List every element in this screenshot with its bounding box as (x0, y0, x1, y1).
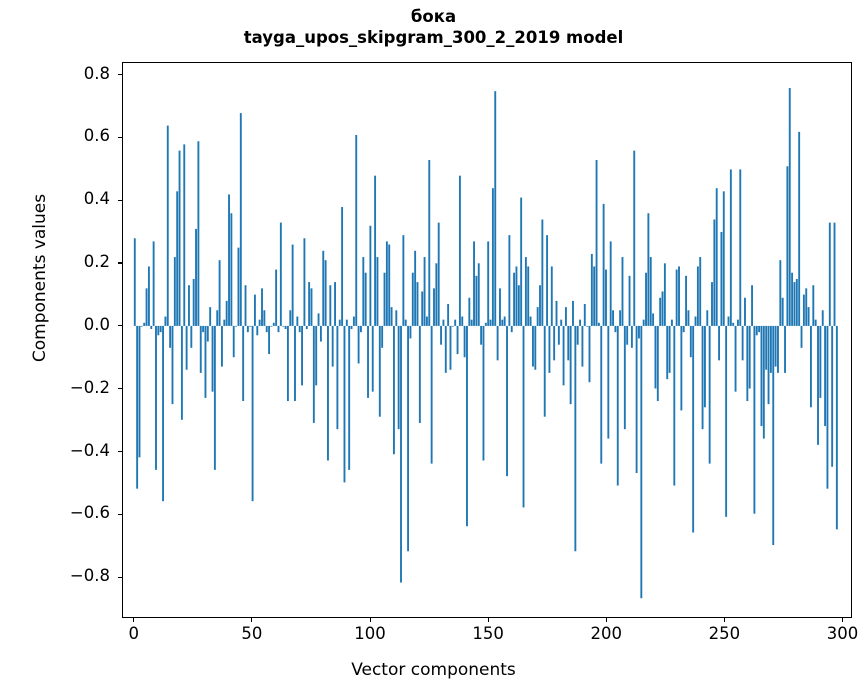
y-tick-mark (118, 388, 122, 390)
y-tick-mark (118, 199, 122, 201)
y-tick-label: 0.0 (83, 314, 110, 334)
y-tick-mark (118, 136, 122, 138)
bars-series (133, 88, 838, 599)
x-tick-mark (369, 618, 371, 622)
x-tick-mark (605, 618, 607, 622)
y-tick-mark (118, 450, 122, 453)
y-tick-mark (118, 325, 122, 327)
x-tick-label: 200 (590, 624, 623, 643)
y-tick-label: −0.4 (69, 440, 110, 460)
y-tick-label: −0.8 (69, 566, 110, 586)
y-tick-label: 0.8 (83, 63, 110, 83)
chart-title-line-2: tayga_upos_skipgram_300_2_2019 model (243, 28, 624, 47)
x-axis-label: Vector components (351, 660, 516, 680)
y-tick-mark (118, 513, 122, 515)
y-tick-mark (118, 576, 122, 578)
x-tick-label: 100 (354, 624, 386, 643)
y-tick-label: 0.6 (83, 126, 110, 146)
plot-area (122, 62, 852, 618)
chart-title: бока tayga_upos_skipgram_300_2_2019 mode… (0, 6, 867, 48)
y-tick-label: 0.2 (83, 252, 110, 272)
x-tick-label: 50 (241, 624, 263, 643)
y-tick-mark (118, 74, 122, 76)
x-tick-mark (723, 618, 725, 622)
x-tick-mark (842, 618, 844, 622)
y-tick-label: −0.2 (69, 377, 110, 397)
y-axis-label: Components values (30, 193, 50, 363)
x-tick-label: 300 (826, 624, 859, 643)
x-tick-label: 0 (128, 624, 140, 643)
x-tick-label: 250 (708, 624, 741, 643)
x-tick-mark (251, 618, 253, 622)
y-tick-label: −0.6 (69, 503, 110, 523)
chart-title-line-1: бока (410, 7, 457, 26)
x-tick-mark (133, 618, 135, 622)
x-tick-mark (487, 618, 489, 622)
y-tick-mark (118, 262, 122, 264)
y-tick-label: 0.4 (83, 189, 110, 209)
x-tick-label: 150 (472, 624, 504, 643)
